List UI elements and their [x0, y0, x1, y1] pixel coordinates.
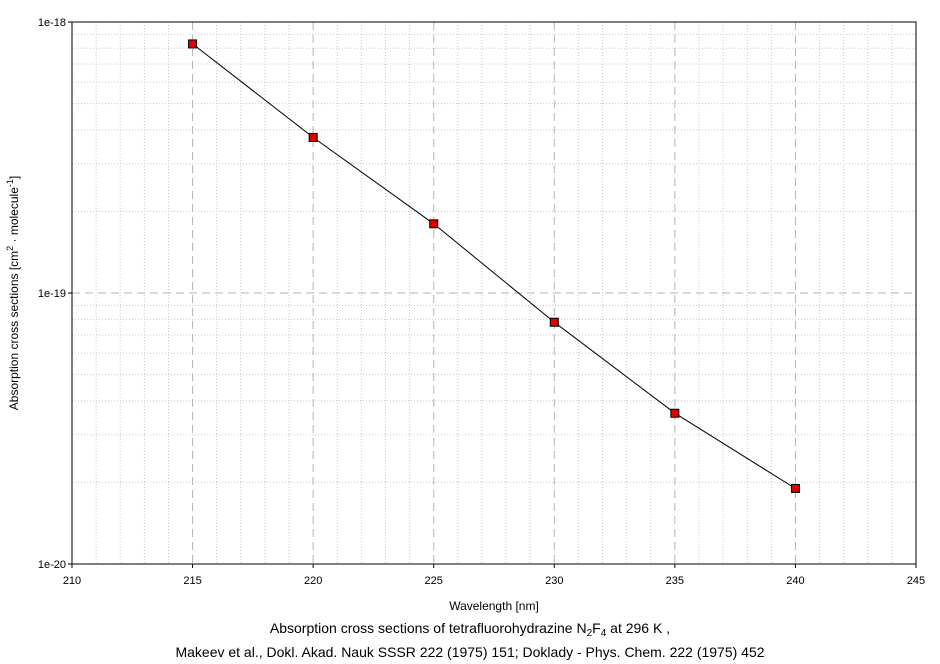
- x-tick-label: 210: [63, 575, 81, 587]
- x-tick-label: 230: [545, 575, 563, 587]
- x-axis-label: Wavelength [nm]: [449, 599, 539, 613]
- x-tick-label: 220: [304, 575, 322, 587]
- x-tick-label: 235: [666, 575, 684, 587]
- data-point: [549, 317, 559, 327]
- x-tick-label: 215: [183, 575, 201, 587]
- data-point: [670, 408, 680, 418]
- y-axis-ticks: 1e-20 1e-19 1e-18: [38, 17, 72, 571]
- data-point: [790, 483, 800, 493]
- x-axis-ticks: 210 215 220 225 230 235 240 245: [63, 564, 925, 587]
- x-tick-label: 245: [907, 575, 925, 587]
- y-tick-label: 1e-19: [38, 288, 66, 300]
- x-tick-label: 225: [425, 575, 443, 587]
- caption-reference: Makeev et al., Dokl. Akad. Nauk SSSR 222…: [175, 644, 765, 660]
- data-point: [188, 39, 198, 49]
- data-point: [308, 132, 318, 142]
- data-markers: [188, 39, 800, 493]
- series-line: [192, 43, 796, 489]
- y-tick-label: 1e-18: [38, 17, 66, 29]
- major-grid: [72, 22, 916, 564]
- data-point: [429, 219, 439, 229]
- chart: 210 215 220 225 230 235 240 245 1e-20 1e-19 1e-18…: [5, 17, 925, 613]
- caption-title: Absorption cross sections of tetrafluoro…: [269, 620, 671, 639]
- y-tick-label: 1e-20: [38, 559, 66, 571]
- y-axis-label: Absorption cross sections [cm2 · molecul…: [5, 176, 21, 410]
- x-tick-label: 240: [786, 575, 804, 587]
